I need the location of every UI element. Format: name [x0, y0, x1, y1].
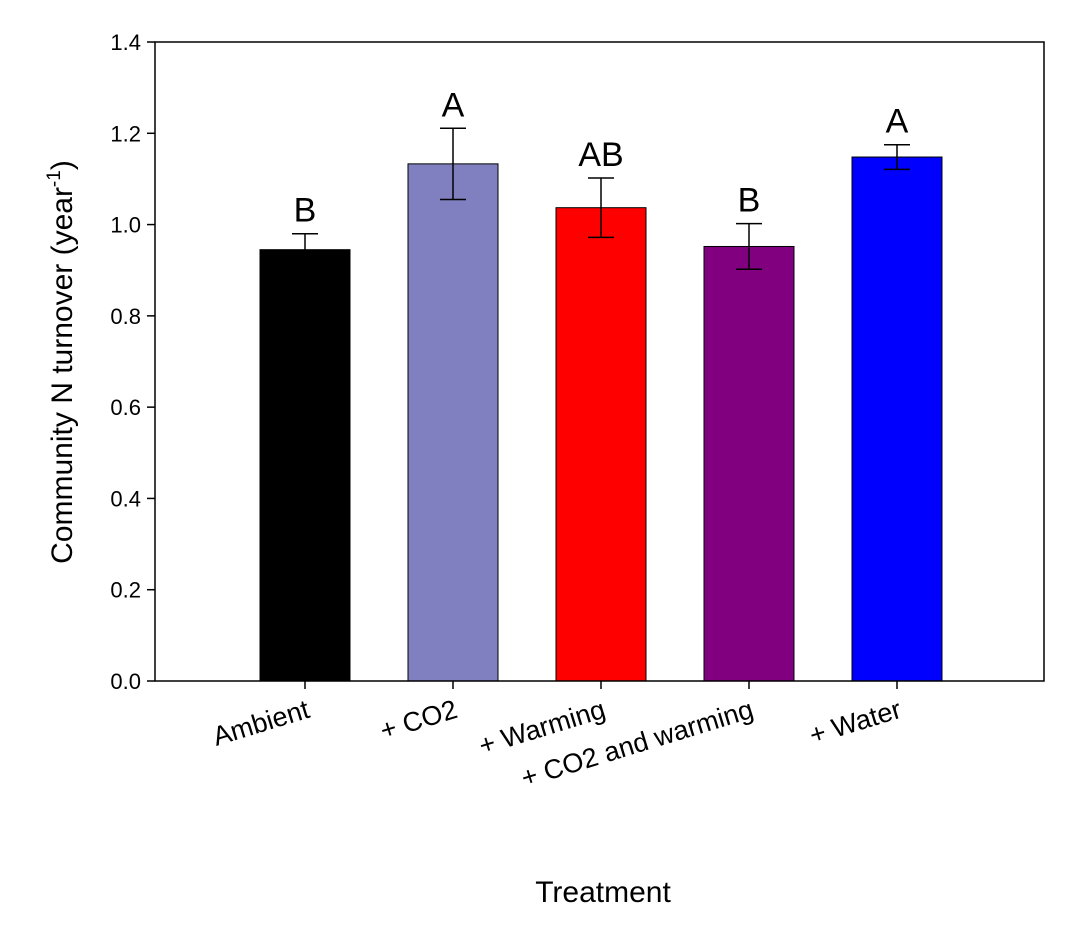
y-axis-title-close: ) — [46, 160, 79, 170]
error-bars — [292, 127, 910, 271]
category-labels: Ambient + CO2 + Warming+ CO2 and warming + … — [209, 694, 905, 793]
significance-labels: B A AB B A — [294, 86, 909, 229]
category-label-1: Ambient — [209, 694, 313, 752]
bar-5 — [851, 156, 943, 682]
bar-1 — [259, 249, 351, 682]
x-axis-title: Treatment — [535, 876, 671, 909]
y-axis-title-sup: -1 — [44, 170, 65, 187]
y-axis-title-main: Community N turnover (year — [46, 187, 79, 564]
significance-label-5: A — [886, 103, 909, 141]
category-label-2: + CO2 — [377, 694, 461, 746]
error-bar-1 — [292, 232, 318, 267]
error-bar-2 — [440, 127, 466, 201]
y-axis-ticks: 0.0 0.2 0.4 0.6 0.8 1.0 1.2 1.4 — [110, 30, 155, 694]
y-tick-label: 0.8 — [110, 304, 141, 329]
y-tick-label: 0.0 — [110, 669, 141, 694]
bar-2 — [407, 163, 499, 682]
x-axis-ticks — [304, 681, 898, 689]
significance-label-1: B — [294, 192, 317, 230]
error-bar-5 — [884, 143, 910, 171]
plot-area-frame — [154, 41, 1045, 682]
error-bar-3 — [588, 177, 614, 239]
y-tick-label: 1.4 — [110, 30, 141, 55]
y-tick-label: 1.0 — [110, 213, 141, 238]
y-tick-label: 1.2 — [110, 121, 141, 146]
y-tick-label: 0.6 — [110, 395, 141, 420]
y-axis-title: Community N turnover (year-1) — [44, 160, 79, 564]
bars — [259, 156, 943, 682]
y-tick-label: 0.4 — [110, 486, 141, 511]
error-bar-4 — [736, 222, 762, 271]
significance-label-4: B — [738, 182, 761, 220]
bar-3 — [555, 207, 647, 682]
y-tick-label: 0.2 — [110, 578, 141, 603]
category-label-5: + Water — [806, 694, 905, 750]
significance-label-2: A — [442, 86, 465, 124]
significance-label-3: AB — [578, 136, 623, 174]
bar-4 — [703, 245, 795, 682]
